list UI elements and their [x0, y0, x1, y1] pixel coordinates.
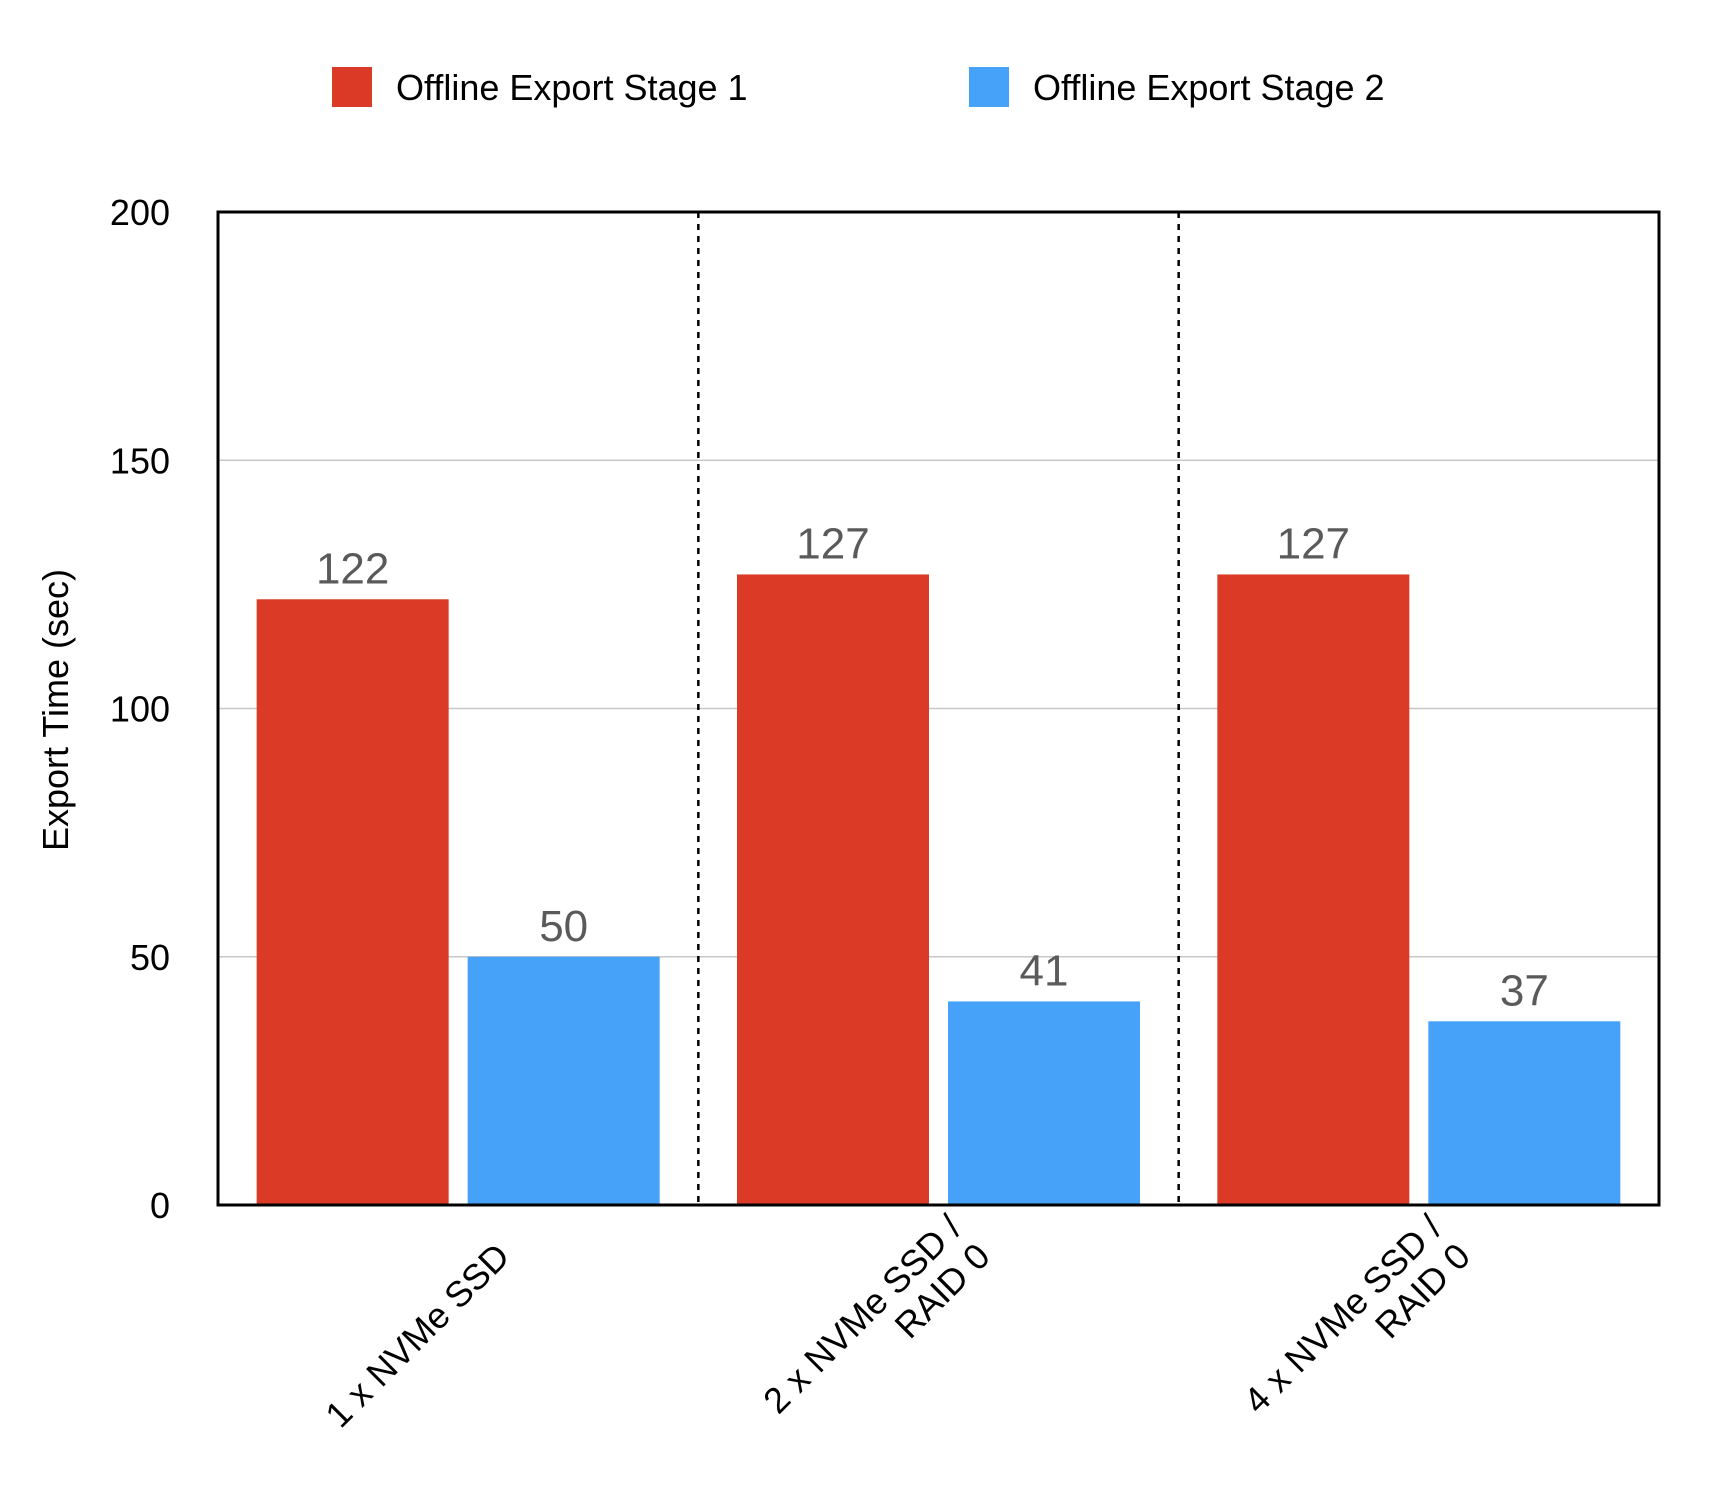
y-tick-label: 0	[150, 1185, 170, 1226]
y-tick-label: 50	[130, 937, 170, 978]
y-tick-label: 200	[110, 192, 170, 233]
data-label-series1-cat1: 122	[316, 544, 389, 593]
data-label-series2-cat2: 41	[1020, 946, 1069, 995]
bar-series2-cat2	[948, 1001, 1140, 1205]
y-axis-label: Export Time (sec)	[35, 569, 76, 851]
category-separators	[697, 212, 1180, 1205]
y-axis-ticks: 0 50 100 150 200	[110, 192, 170, 1226]
bar-series2-cat1	[467, 956, 660, 1205]
legend-swatch-series2	[969, 67, 1009, 107]
gridlines	[218, 459, 1659, 958]
y-tick-label: 150	[110, 440, 170, 481]
y-tick-label: 100	[110, 689, 170, 730]
legend-swatch-series1	[332, 67, 372, 107]
x-tick-label-line: 1 x NVMe SSD	[317, 1235, 517, 1435]
plot-frame	[216, 210, 1661, 1207]
data-labels: 122 127 127 50 41 37	[316, 519, 1549, 1015]
bar-series1-cat3	[1217, 574, 1410, 1205]
legend-label-series2: Offline Export Stage 2	[1033, 67, 1385, 108]
plot-border	[216, 210, 1661, 1207]
data-label-series2-cat3: 37	[1500, 966, 1549, 1015]
data-label-series1-cat2: 127	[796, 519, 869, 568]
legend-label-series1: Offline Export Stage 1	[396, 67, 748, 108]
x-tick-label: 2 x NVMe SSD /RAID 0	[755, 1207, 998, 1421]
x-tick-label: 1 x NVMe SSD	[317, 1235, 517, 1435]
data-label-series1-cat3: 127	[1277, 519, 1350, 568]
bar-series1-cat1	[256, 599, 449, 1205]
legend: Offline Export Stage 1 Offline Export Sta…	[332, 67, 1385, 108]
bar-series1-cat2	[737, 574, 929, 1205]
x-axis-ticks: 1 x NVMe SSD 2 x NVMe SSD /RAID 0 4 x NVMe…	[317, 1207, 1478, 1435]
data-label-series2-cat1: 50	[539, 902, 588, 951]
x-tick-label: 4 x NVMe SSD /RAID 0	[1235, 1207, 1478, 1421]
bars	[256, 574, 1621, 1205]
bar-series2-cat3	[1428, 1021, 1621, 1205]
